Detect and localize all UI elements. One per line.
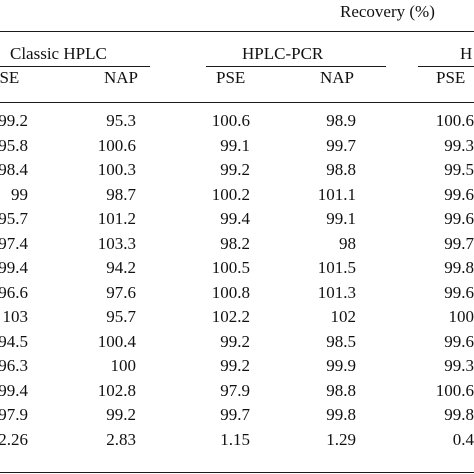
cell-pse-third: 99.3 [444,356,474,375]
cell-nap-pcr: 101.5 [317,258,356,277]
cell-pse-classic: 96.6 [0,282,28,302]
cell-pse-classic: 97.4 [0,233,28,253]
cell-nap-classic: 101.2 [97,209,136,228]
cell-nap-pcr: 101.3 [317,282,356,302]
cell-pse-classic: 96.3 [0,356,28,375]
cell-pse-third: 99.8 [444,258,474,277]
cell-pse-third: 99.6 [444,184,474,204]
method-underline-pcr [206,66,386,67]
cell-nap-pcr: 98.9 [326,111,356,130]
cell-pse-classic: 99.2 [0,111,28,130]
cell-nap-classic: 94.2 [106,258,136,277]
cell-nap-classic: 95.3 [106,111,136,130]
cell-nap-pcr: 99.1 [326,209,356,228]
cell-pse-pcr: 100.8 [211,282,250,302]
cell-nap-pcr: 102 [330,307,357,326]
cell-pse-pcr: 99.1 [220,135,250,155]
column-header-nap-1: NAP [104,68,139,87]
group-title: Recovery (%) [340,2,435,21]
cell-pse-third: 99.6 [444,282,474,302]
cell-pse-pcr: 99.2 [220,160,250,179]
cell-nap-pcr: 101.1 [317,184,356,204]
cell-nap-pcr: 98 [339,233,356,253]
method-header-classic-hplc: Classic HPLC [10,44,107,63]
cell-pse-classic: 2.26 [0,429,28,449]
cell-nap-classic: 95.7 [106,307,136,326]
cell-pse-classic: 97.9 [0,405,28,424]
column-header-pse-1: PSE [0,68,20,87]
cell-pse-pcr: 98.2 [220,233,250,253]
cell-pse-classic: 94.5 [0,331,28,351]
method-underline-third [418,66,474,67]
cell-pse-classic: 99.4 [0,380,28,400]
cell-nap-pcr: 98.5 [326,331,356,351]
cell-pse-classic: 99 [11,184,28,204]
cell-pse-third: 99.8 [444,405,474,424]
column-header-nap-2: NAP [320,68,355,87]
cell-nap-classic: 100 [110,356,137,375]
cell-pse-pcr: 102.2 [211,307,250,326]
cell-pse-pcr: 99.2 [220,331,250,351]
cell-pse-third: 100.6 [435,380,474,400]
method-underline-classic [0,66,150,67]
cell-pse-pcr: 99.7 [220,405,250,424]
cell-pse-third: 100 [448,307,474,326]
cell-pse-third: 100.6 [435,111,474,130]
cell-nap-classic: 98.7 [106,184,136,204]
cell-nap-classic: 100.3 [97,160,136,179]
top-rule [0,31,474,32]
cell-pse-classic: 98.4 [0,160,28,179]
cell-pse-third: 0.4 [452,429,474,449]
cell-nap-classic: 2.83 [106,429,136,449]
cell-pse-pcr: 100.2 [211,184,250,204]
cell-pse-pcr: 99.2 [220,356,250,375]
cell-pse-third: 99.5 [444,160,474,179]
cell-pse-classic: 95.8 [0,135,28,155]
column-header-pse-3: PSE [436,68,466,87]
cell-nap-classic: 102.8 [97,380,136,400]
method-header-hplc-pcr: HPLC-PCR [242,44,324,63]
cell-pse-third: 99.3 [444,135,474,155]
cell-pse-third: 99.6 [444,209,474,228]
cell-nap-pcr: 99.9 [326,356,356,375]
cell-pse-classic: 95.7 [0,209,28,228]
bottom-rule [0,472,474,473]
cell-pse-pcr: 100.6 [211,111,250,130]
cell-pse-classic: 99.4 [0,258,28,277]
cell-nap-pcr: 99.7 [326,135,356,155]
cell-pse-third: 99.7 [444,233,474,253]
cell-nap-classic: 99.2 [106,405,136,424]
cell-pse-pcr: 99.4 [220,209,250,228]
cell-nap-classic: 100.6 [97,135,136,155]
cell-pse-third: 99.6 [444,331,474,351]
method-header-third: H [460,44,473,63]
cell-nap-classic: 97.6 [106,282,136,302]
cell-nap-pcr: 1.29 [326,429,356,449]
cell-nap-pcr: 98.8 [326,380,356,400]
cell-nap-classic: 103.3 [97,233,136,253]
cell-nap-pcr: 98.8 [326,160,356,179]
cell-pse-pcr: 1.15 [220,429,250,449]
cell-nap-classic: 100.4 [97,331,136,351]
column-header-pse-2: PSE [216,68,246,87]
header-bottom-rule [0,102,474,103]
cell-nap-pcr: 99.8 [326,405,356,424]
cell-pse-pcr: 97.9 [220,380,250,400]
cell-pse-pcr: 100.5 [211,258,250,277]
cell-pse-classic: 103 [2,307,29,326]
